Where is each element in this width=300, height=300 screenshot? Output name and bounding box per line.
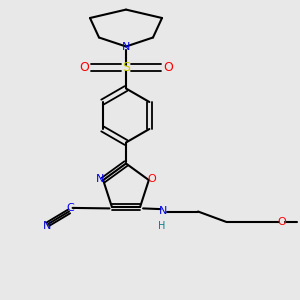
Text: O: O [79,61,89,74]
Text: C: C [67,203,74,213]
Text: O: O [278,217,286,227]
Text: N: N [43,220,51,231]
Text: O: O [163,61,173,74]
Text: N: N [122,41,130,52]
Text: O: O [148,174,156,184]
Text: N: N [159,206,168,217]
Text: H: H [158,221,166,231]
Text: N: N [96,174,104,184]
Text: S: S [122,61,130,74]
